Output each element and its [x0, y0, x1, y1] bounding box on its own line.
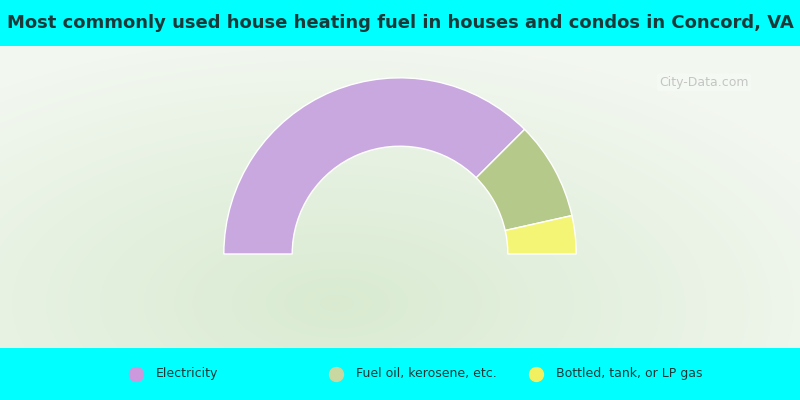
Wedge shape	[224, 78, 525, 254]
Wedge shape	[476, 130, 572, 230]
Text: Most commonly used house heating fuel in houses and condos in Concord, VA: Most commonly used house heating fuel in…	[6, 14, 794, 32]
Text: Electricity: Electricity	[156, 368, 218, 380]
Text: Fuel oil, kerosene, etc.: Fuel oil, kerosene, etc.	[356, 368, 497, 380]
Text: City-Data.com: City-Data.com	[659, 76, 749, 89]
Text: Bottled, tank, or LP gas: Bottled, tank, or LP gas	[556, 368, 702, 380]
Wedge shape	[505, 216, 576, 254]
